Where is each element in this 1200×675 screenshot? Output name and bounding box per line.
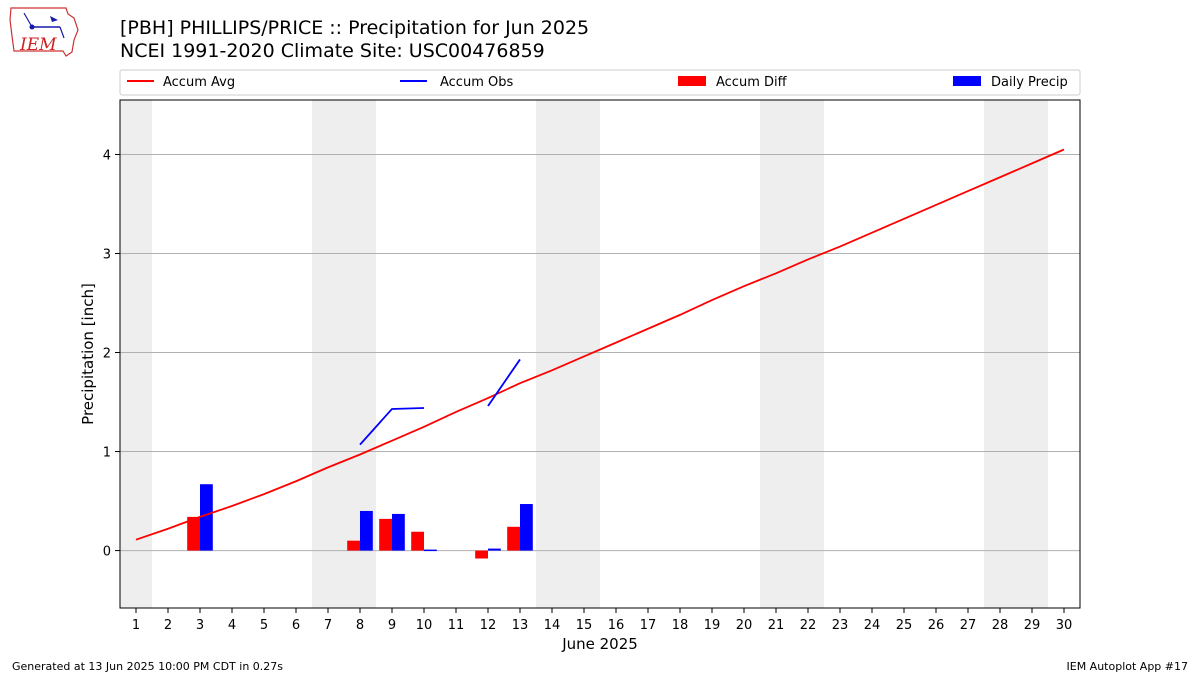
x-tick-label-8: 8 (356, 618, 364, 633)
y-tick-label-4: 4 (103, 148, 111, 163)
x-tick-label-14: 14 (544, 618, 561, 633)
x-tick-label-13: 13 (512, 618, 529, 633)
daily-bar-day-3 (200, 484, 213, 551)
y-gridlines (120, 153, 1080, 552)
legend: Accum Avg Accum Obs Accum Diff Daily Precip (119, 69, 1081, 96)
x-tick-label-26: 26 (928, 618, 945, 633)
x-tick-label-30: 30 (1056, 618, 1073, 633)
x-tick-label-11: 11 (448, 618, 465, 633)
x-tick-label-1: 1 (132, 618, 140, 633)
y-tick-label-1: 1 (103, 446, 111, 461)
accum-avg-polyline (135, 148, 1065, 541)
weekend-band-4 (760, 100, 824, 608)
x-tick-label-16: 16 (608, 618, 625, 633)
x-tick-label-17: 17 (640, 618, 657, 633)
legend-label-accum-diff: Accum Diff (716, 75, 788, 90)
diff-bar-day-12 (475, 550, 488, 559)
legend-label-accum-obs: Accum Obs (440, 75, 513, 90)
legend-swatch-daily-precip (953, 76, 981, 86)
accum-obs-line (359, 358, 521, 446)
weekend-band-5 (984, 100, 1048, 608)
x-tick-label-2: 2 (164, 618, 172, 633)
x-tick-label-15: 15 (576, 618, 593, 633)
x-tick-label-6: 6 (292, 618, 300, 633)
diff-bar-day-10 (411, 531, 424, 551)
weekend-band-1 (120, 100, 152, 608)
legend-box (119, 69, 1081, 96)
x-tick-label-22: 22 (800, 618, 817, 633)
x-tick-label-23: 23 (832, 618, 849, 633)
daily-precip-bars (200, 484, 533, 552)
chart-subtitle: NCEI 1991-2020 Climate Site: USC00476859 (120, 40, 545, 62)
x-tick-label-19: 19 (704, 618, 721, 633)
daily-bar-day-8 (360, 510, 373, 551)
daily-bar-day-10 (424, 549, 437, 552)
x-tick-label-5: 5 (260, 618, 268, 633)
diff-bar-day-8 (347, 540, 360, 551)
x-tick-label-12: 12 (480, 618, 497, 633)
iem-logo-icon: IEM (9, 7, 79, 57)
plot-frame (119, 99, 1081, 609)
x-tick-label-27: 27 (960, 618, 977, 633)
x-tick-label-9: 9 (388, 618, 396, 633)
y-tick-label-3: 3 (103, 247, 111, 262)
daily-bar-day-13 (520, 504, 533, 551)
x-ticks: 1 2 3 4 5 6 7 8 9 10 11 12 13 14 15 16 17 18 19 20 21 22 23 24 2… (132, 608, 1072, 633)
footer-app: IEM Autoplot App #17 (1066, 660, 1189, 673)
diff-bar-day-13 (507, 526, 520, 551)
diff-bar-day-9 (379, 518, 392, 551)
daily-bar-day-12 (488, 548, 501, 551)
y-tick-label-2: 2 (103, 347, 111, 362)
footer-generated: Generated at 13 Jun 2025 10:00 PM CDT in… (12, 660, 284, 673)
diff-bar-day-3 (187, 516, 200, 551)
x-tick-label-20: 20 (736, 618, 753, 633)
y-tick-label-0: 0 (103, 545, 111, 560)
x-tick-label-29: 29 (1024, 618, 1041, 633)
accum-obs-segment-1 (359, 407, 425, 446)
chart-title: [PBH] PHILLIPS/PRICE :: Precipitation fo… (120, 17, 590, 39)
daily-bar-day-9 (392, 513, 405, 551)
accum-avg-line (135, 148, 1065, 541)
x-tick-label-24: 24 (864, 618, 881, 633)
accum-diff-bars (187, 516, 520, 559)
legend-swatch-accum-diff (678, 76, 706, 86)
x-tick-label-3: 3 (196, 618, 204, 633)
x-tick-label-28: 28 (992, 618, 1009, 633)
x-tick-label-4: 4 (228, 618, 236, 633)
logo-text: IEM (19, 35, 57, 55)
x-tick-label-10: 10 (416, 618, 433, 633)
x-tick-label-25: 25 (896, 618, 913, 633)
legend-label-accum-avg: Accum Avg (163, 75, 235, 90)
accum-obs-segment-2 (487, 358, 521, 407)
y-axis-label: Precipitation [inch] (79, 283, 97, 425)
x-tick-label-7: 7 (324, 618, 332, 633)
x-tick-label-21: 21 (768, 618, 785, 633)
x-axis-label: June 2025 (561, 635, 638, 653)
x-tick-label-18: 18 (672, 618, 689, 633)
legend-label-daily-precip: Daily Precip (991, 75, 1068, 90)
weekend-shading (120, 100, 1048, 608)
y-ticks: 0 1 2 3 4 (103, 148, 120, 560)
